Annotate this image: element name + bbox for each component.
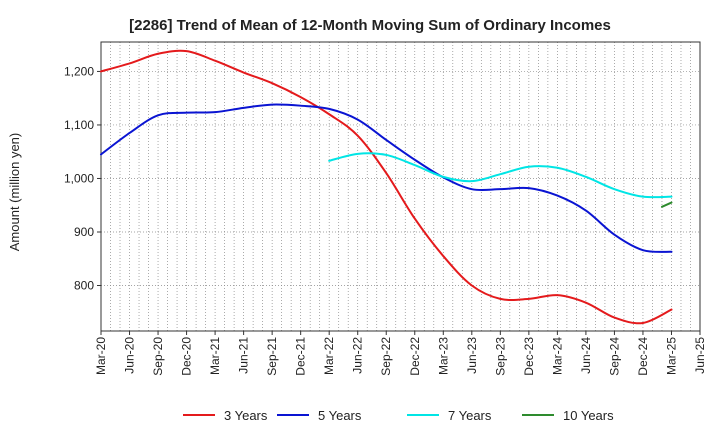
- y-axis-ticks: 800 900 1,000 1,100 1,200: [64, 64, 101, 293]
- x-tick-label: Sep-22: [379, 337, 393, 376]
- x-tick-label: Dec-20: [180, 337, 194, 376]
- x-tick-label: Mar-22: [322, 337, 336, 375]
- plot-area: [100, 41, 701, 332]
- y-axis-label: Amount (million yen): [7, 133, 22, 252]
- series-lines: [100, 49, 673, 325]
- y-tick-label: 1,100: [64, 118, 94, 132]
- x-tick-label: Dec-21: [294, 337, 308, 376]
- x-tick-label: Dec-24: [636, 337, 650, 376]
- x-axis-ticks: Mar-20 Jun-20 Sep-20 Dec-20 Mar-21 Jun-21 Sep-…: [94, 331, 707, 376]
- legend: 3 Years 5 Years 7 Years 10 Years: [183, 408, 614, 423]
- x-tick-label: Mar-24: [550, 337, 564, 375]
- x-tick-label: Dec-22: [408, 337, 422, 376]
- x-tick-label: Jun-23: [465, 337, 479, 374]
- series-line-5-years: [100, 103, 673, 253]
- legend-label-5-years: 5 Years: [318, 408, 362, 423]
- grid: [101, 42, 700, 331]
- x-tick-label: Sep-24: [607, 337, 621, 376]
- x-tick-label: Jun-25: [693, 337, 707, 374]
- x-tick-label: Sep-20: [151, 337, 165, 376]
- y-tick-label: 1,000: [64, 171, 94, 185]
- y-tick-label: 800: [74, 279, 94, 293]
- x-tick-label: Mar-23: [436, 337, 450, 375]
- legend-label-7-years: 7 Years: [448, 408, 492, 423]
- y-tick-label: 1,200: [64, 64, 94, 78]
- x-tick-label: Mar-25: [664, 337, 678, 375]
- x-tick-label: Mar-21: [208, 337, 222, 375]
- x-tick-label: Jun-22: [351, 337, 365, 374]
- chart-title: [2286] Trend of Mean of 12-Month Moving …: [129, 17, 611, 34]
- x-tick-label: Jun-24: [579, 337, 593, 374]
- x-tick-label: Jun-21: [237, 337, 251, 374]
- legend-label-3-years: 3 Years: [224, 408, 268, 423]
- x-tick-label: Sep-21: [265, 337, 279, 376]
- x-tick-label: Mar-20: [94, 337, 108, 375]
- series-line-3-years: [100, 49, 673, 325]
- y-tick-label: 900: [74, 225, 94, 239]
- series-line-10-years: [660, 201, 673, 208]
- x-tick-label: Dec-23: [522, 337, 536, 376]
- legend-label-10-years: 10 Years: [563, 408, 614, 423]
- x-tick-label: Sep-23: [493, 337, 507, 376]
- x-tick-label: Jun-20: [123, 337, 137, 374]
- series-line-7-years: [328, 152, 673, 199]
